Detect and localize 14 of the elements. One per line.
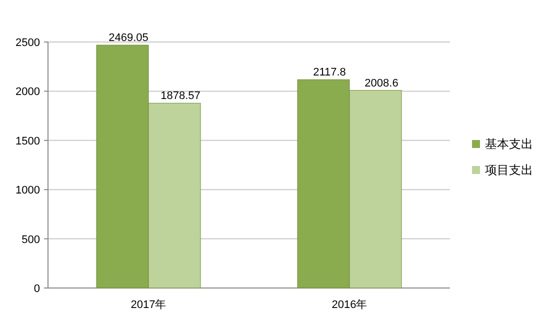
y-tick-label: 2500 — [16, 37, 40, 49]
y-tick-label: 1500 — [16, 135, 40, 148]
legend-label: 基本支出 — [485, 137, 533, 151]
data-label: 1878.57 — [160, 90, 200, 102]
data-label: 2008.6 — [364, 77, 398, 90]
y-tick-label: 0 — [34, 283, 40, 295]
y-tick-label: 1000 — [16, 184, 40, 197]
y-tick-label: 2000 — [16, 86, 40, 98]
data-label: 2117.8 — [313, 66, 346, 79]
legend-label: 项目支出 — [485, 163, 533, 177]
x-tick-label: 2016年 — [332, 299, 368, 311]
x-tick-label: 2017年 — [130, 299, 166, 311]
data-label: 2469.05 — [108, 32, 148, 44]
y-tick-label: 500 — [22, 234, 40, 246]
